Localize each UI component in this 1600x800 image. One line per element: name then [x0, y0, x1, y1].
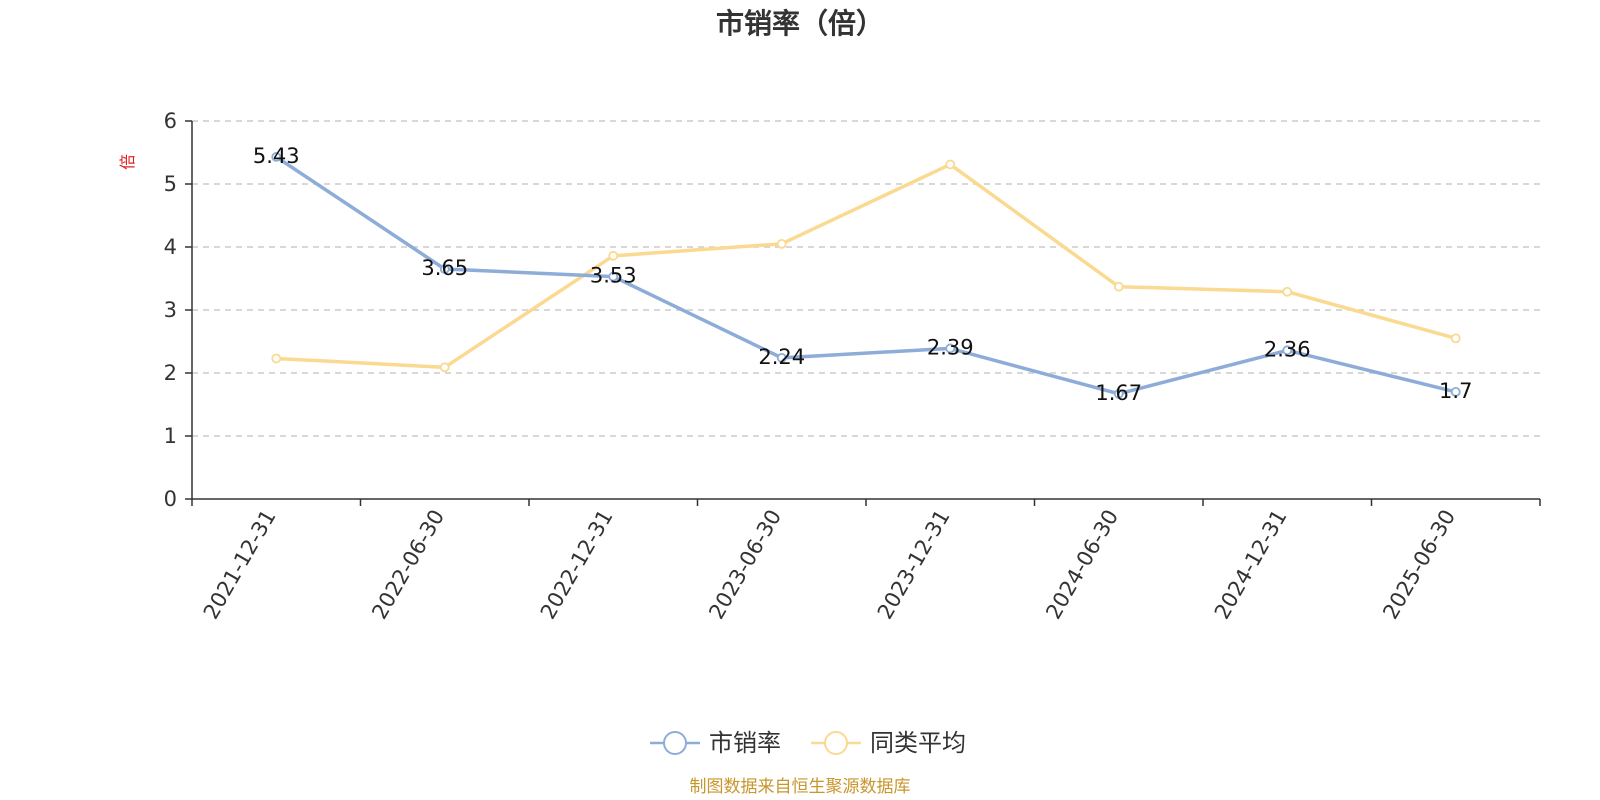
legend-label: 市销率 [709, 729, 781, 757]
data-point-0 [439, 264, 450, 274]
x-tick-label: 2024-06-30 [1041, 506, 1123, 624]
data-label: 1.7 [1439, 379, 1472, 403]
data-point-0 [1450, 386, 1461, 397]
x-tick-label: 2023-06-30 [704, 506, 786, 624]
series-layer [271, 152, 1461, 399]
data-label: 2.39 [927, 335, 974, 359]
legend-marker [663, 731, 687, 755]
data-point-0 [776, 352, 787, 363]
y-tick-label: 6 [164, 109, 177, 133]
x-tick-label: 2022-12-31 [536, 506, 618, 624]
axes: 0 1 2 3 4 5 6 2021-12-31 2022-06-30 2022-12-31 202… [164, 109, 1541, 624]
data-point-0 [1282, 345, 1293, 356]
y-tick-label: 5 [164, 172, 177, 196]
legend[interactable]: 市销率 同类平均 [650, 729, 966, 757]
data-point-0 [271, 152, 282, 162]
legend-label: 同类平均 [870, 729, 966, 757]
data-label: 3.53 [590, 264, 637, 288]
x-tick-label: 2022-06-30 [367, 506, 449, 624]
data-point-0 [1113, 388, 1124, 399]
x-tick-label: 2024-12-31 [1210, 506, 1292, 624]
data-point-1 [1450, 333, 1461, 344]
x-tick-label: 2025-06-30 [1378, 506, 1460, 624]
y-tick-label: 3 [164, 298, 177, 322]
data-point-0 [608, 271, 619, 282]
data-point-1 [271, 353, 282, 364]
data-label: 2.24 [758, 345, 805, 369]
data-label: 2.36 [1264, 337, 1311, 361]
data-labels: 5.43 3.65 3.53 2.24 2.39 1.67 2.36 1.7 [253, 144, 1473, 405]
series-line-1 [274, 162, 1458, 370]
data-point-1 [776, 238, 787, 249]
data-point-1 [1282, 286, 1293, 297]
legend-marker [824, 731, 848, 755]
y-tick-label: 2 [164, 361, 177, 385]
data-point-1 [1113, 281, 1124, 292]
y-tick-label: 0 [164, 487, 177, 511]
y-tick-label: 4 [164, 235, 177, 259]
data-label: 1.67 [1095, 381, 1142, 405]
legend-item-1[interactable]: 同类平均 [811, 729, 966, 757]
legend-item-0[interactable]: 市销率 [650, 729, 781, 757]
x-tick-label: 2021-12-31 [199, 506, 281, 624]
data-point-1 [439, 362, 450, 373]
y-axis-label: 倍 [118, 154, 137, 170]
series-line-0 [274, 155, 1458, 396]
data-label: 5.43 [253, 144, 300, 168]
chart-title: 市销率（倍） [716, 7, 884, 40]
data-point-1 [608, 250, 619, 261]
data-point-0 [945, 343, 956, 354]
data-point-1 [945, 159, 956, 170]
grid-lines [192, 120, 1540, 437]
data-label: 3.65 [421, 256, 468, 280]
y-tick-label: 1 [164, 424, 177, 448]
x-tick-label: 2023-12-31 [873, 506, 955, 624]
source-note: 制图数据来自恒生聚源数据库 [690, 777, 911, 797]
